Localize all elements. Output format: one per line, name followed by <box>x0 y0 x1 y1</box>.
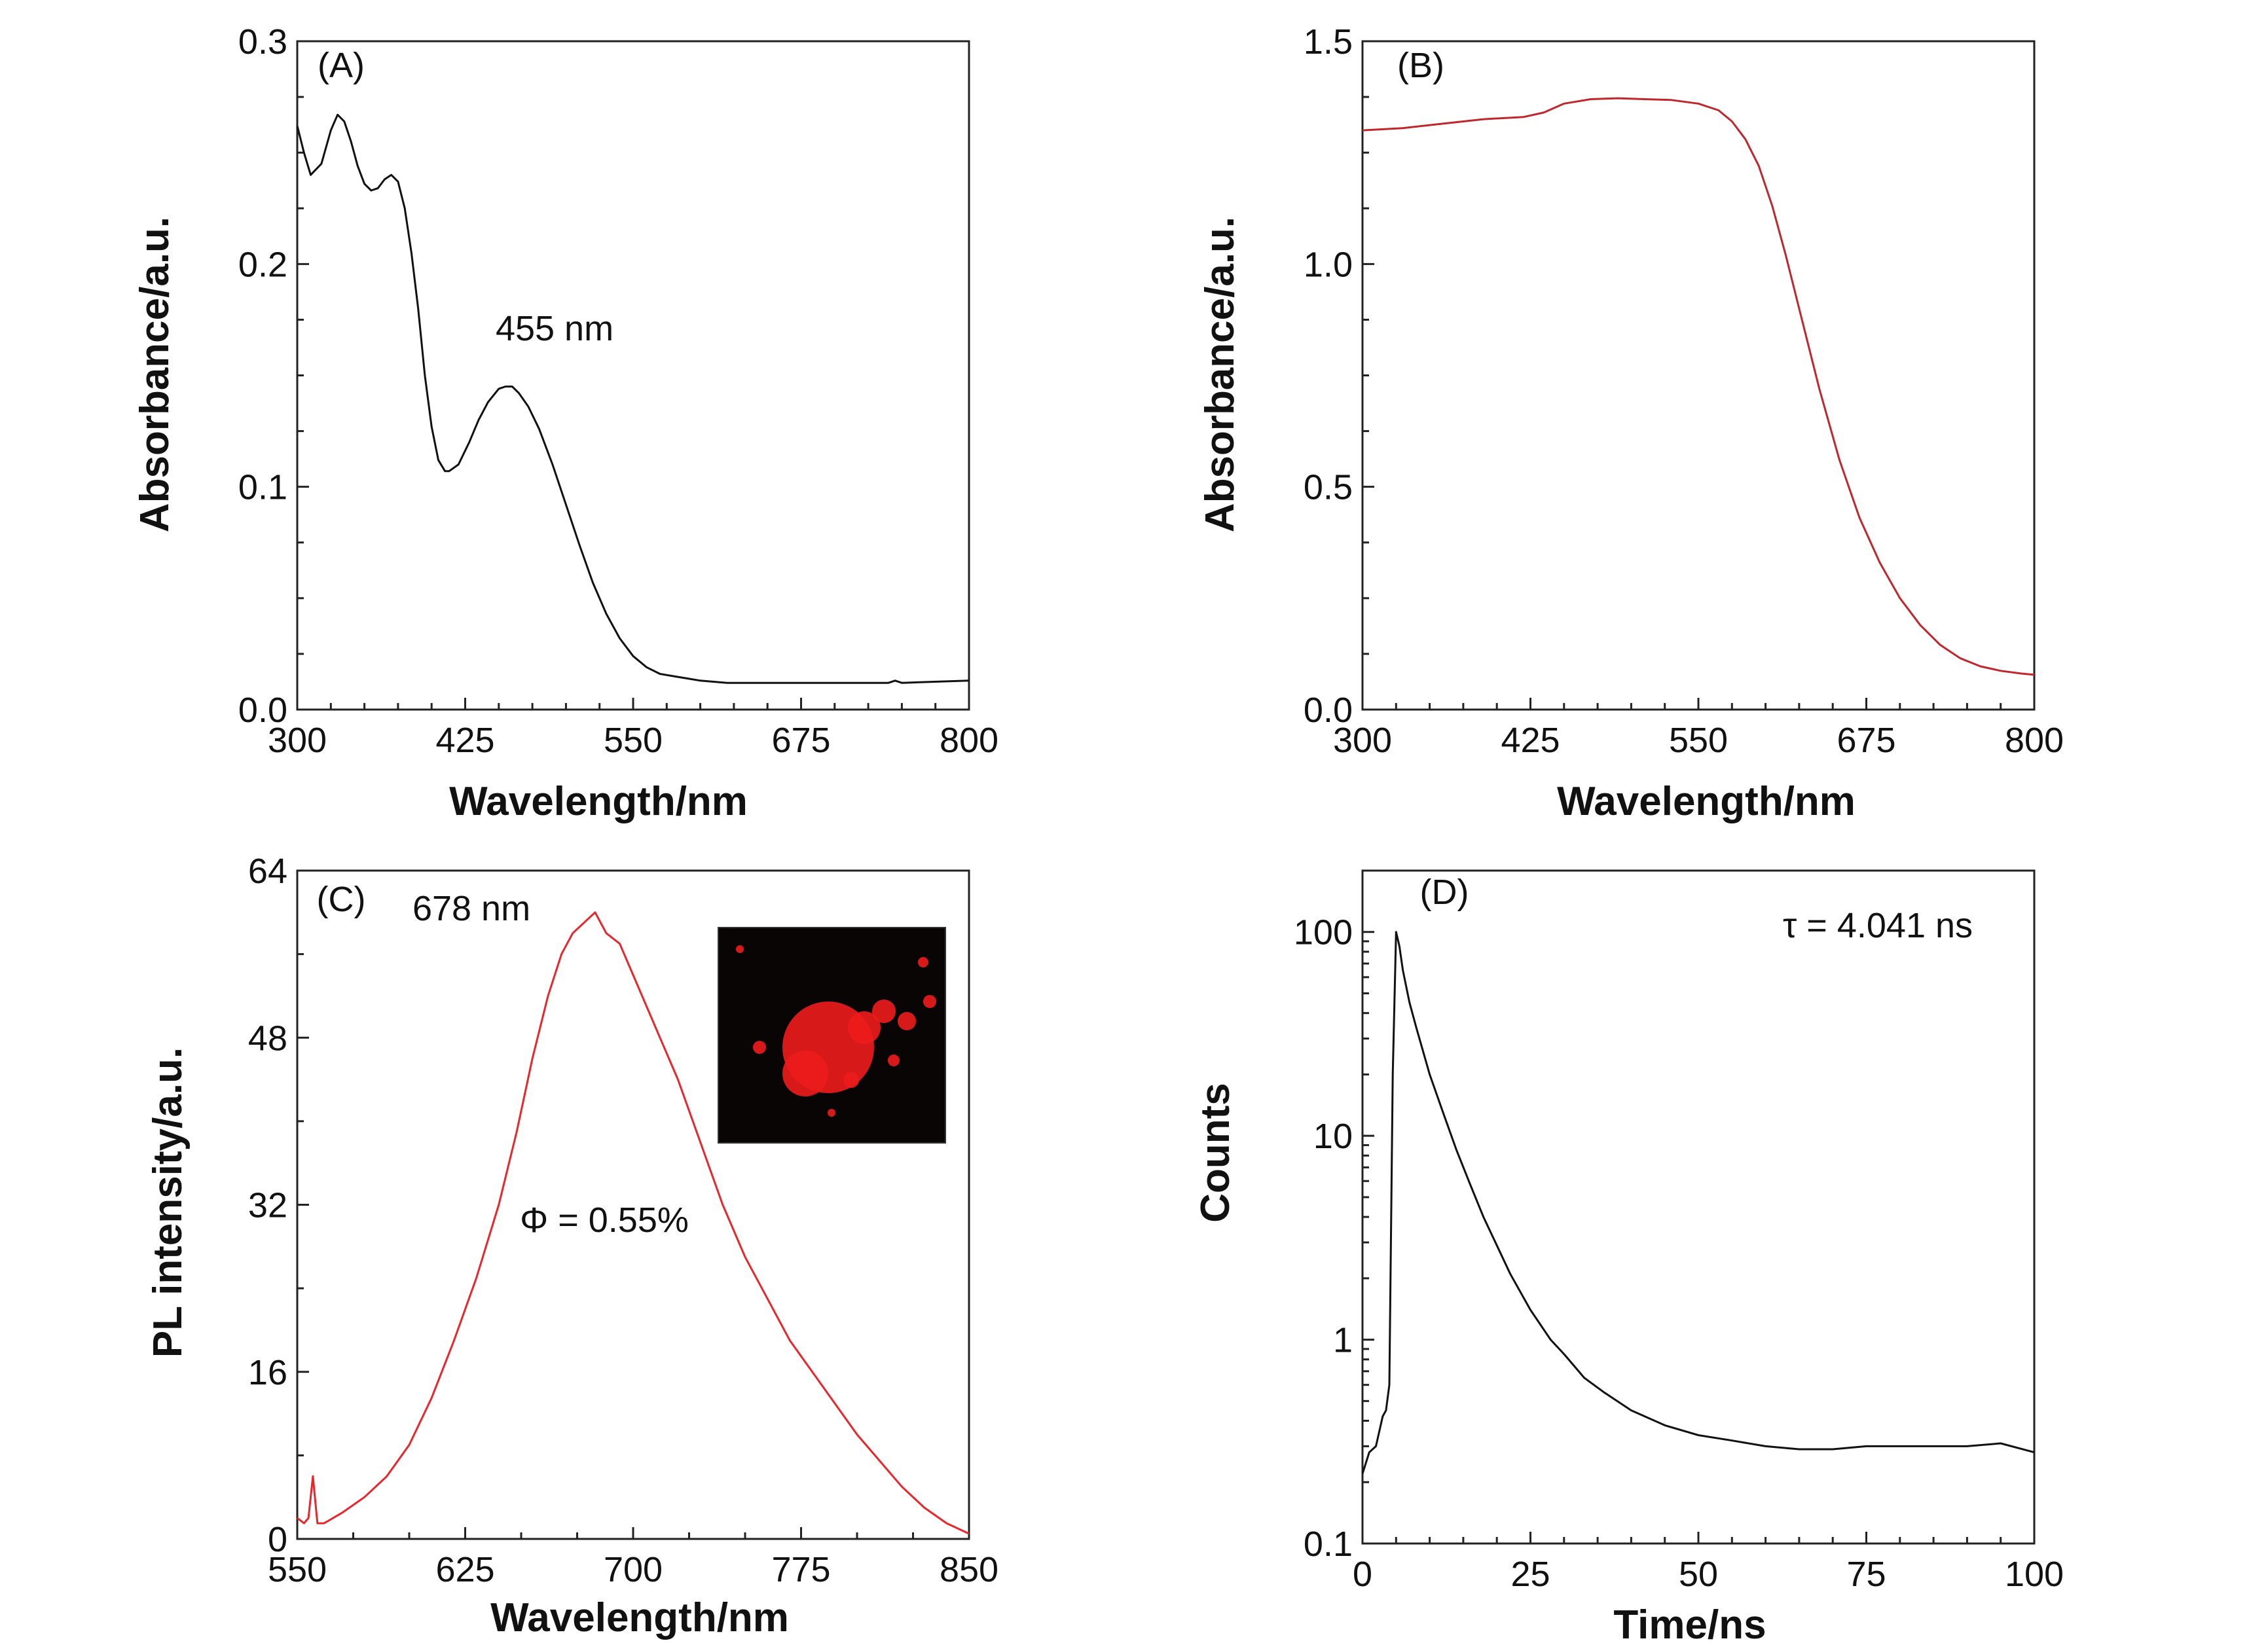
annotation: 678 nm <box>412 889 530 928</box>
panel-a: 300 425 550 675 800 0.0 0.1 0.2 0.3 Wavelength/nm… <box>132 22 998 824</box>
x-tick-label: 800 <box>940 721 998 760</box>
x-tick-label: 550 <box>604 721 663 760</box>
panel-label: (C) <box>317 880 366 919</box>
y-tick-label: 0.0 <box>1304 691 1353 730</box>
x-tick-label: 75 <box>1846 1555 1886 1594</box>
x-axis-title: Wavelength/nm <box>1557 779 1856 824</box>
x-tick-label: 675 <box>771 721 830 760</box>
y-tick-label: 0.2 <box>238 245 287 284</box>
annotation: τ = 4.041 ns <box>1783 906 1973 945</box>
y-axis-title: PL intensity/a.u. <box>145 1047 191 1358</box>
y-tick-label: 0 <box>268 1520 287 1559</box>
y-tick-label: 1.5 <box>1304 22 1353 62</box>
y-axis-title: Absorbance/a.u. <box>1198 217 1243 532</box>
x-tick-label: 700 <box>604 1550 663 1589</box>
y-tick-label: 0.5 <box>1304 468 1353 507</box>
inset-emission-spot <box>782 1051 828 1096</box>
y-tick-label: 1.0 <box>1304 245 1353 284</box>
x-tick-label: 0 <box>1353 1555 1372 1594</box>
inset-emission-spot <box>848 1011 881 1044</box>
series-line <box>296 113 970 684</box>
panel-d: 0 25 50 75 100 0.1 1 10 100 Time/ns Counts (D) τ = 4… <box>1193 869 2064 1643</box>
y-tick-label: 1 <box>1333 1321 1353 1360</box>
y-axis-title: Counts <box>1193 1083 1238 1223</box>
y-tick-label: 16 <box>248 1353 287 1392</box>
annotation: Φ = 0.55% <box>520 1201 689 1240</box>
panel-label: (A) <box>318 46 365 85</box>
y-tick-label: 10 <box>1313 1117 1353 1156</box>
x-tick-label: 625 <box>435 1550 494 1589</box>
x-tick-label: 425 <box>1501 721 1560 760</box>
panel-b: 300 425 550 675 800 0.0 0.5 1.0 1.5 Wavelength/nm… <box>1198 22 2064 824</box>
y-tick-label: 0.3 <box>238 22 287 62</box>
x-tick-label: 675 <box>1837 721 1895 760</box>
inset-emission-spot <box>923 995 936 1008</box>
y-tick-label: 100 <box>1294 913 1353 952</box>
x-tick-label: 100 <box>2005 1555 2064 1594</box>
x-tick-label: 775 <box>771 1550 830 1589</box>
x-tick-label: 300 <box>1333 721 1392 760</box>
x-tick-label: 550 <box>268 1550 327 1589</box>
inset-emission-spot <box>736 945 744 953</box>
inset-emission-spot <box>898 1012 916 1030</box>
x-axis-title: Wavelength/nm <box>449 779 748 824</box>
y-tick-label: 0.1 <box>238 468 287 507</box>
inset-emission-spot <box>918 957 928 967</box>
y-axis-title: Absorbance/a.u. <box>132 217 177 532</box>
inset-emission-spot <box>753 1041 766 1054</box>
series-line <box>1361 931 2035 1474</box>
x-tick-label: 550 <box>1669 721 1728 760</box>
x-tick-label: 425 <box>435 721 494 760</box>
y-tick-label: 0.1 <box>1304 1525 1353 1564</box>
inset-emission-spot <box>888 1055 900 1066</box>
plot-frame <box>296 40 970 711</box>
series-line <box>1362 97 2035 676</box>
plot-frame <box>1361 40 2036 711</box>
x-axis-title: Time/ns <box>1613 1602 1766 1643</box>
inset-emission-spot <box>872 1000 896 1023</box>
series-line <box>297 911 970 1535</box>
y-tick-label: 0.0 <box>238 691 287 730</box>
x-tick-label: 300 <box>268 721 327 760</box>
y-tick-label: 64 <box>248 852 287 891</box>
y-tick-label: 32 <box>248 1186 287 1225</box>
panel-label: (B) <box>1397 46 1444 85</box>
x-tick-label: 25 <box>1510 1555 1550 1594</box>
x-tick-label: 50 <box>1679 1555 1718 1594</box>
inset-emission-spot <box>828 1109 835 1117</box>
panel-c: 550 625 700 775 850 0 16 32 48 64 Wavelength/nm PL … <box>145 852 998 1640</box>
inset-emission-spot <box>843 1072 859 1088</box>
plot-frame <box>1361 869 2036 1545</box>
inset-photo <box>718 927 946 1144</box>
annotation: 455 nm <box>496 309 613 348</box>
x-tick-label: 800 <box>2005 721 2064 760</box>
panel-label: (D) <box>1420 873 1469 912</box>
x-tick-label: 850 <box>940 1550 998 1589</box>
y-tick-label: 48 <box>248 1019 287 1058</box>
x-axis-title: Wavelength/nm <box>490 1595 789 1640</box>
